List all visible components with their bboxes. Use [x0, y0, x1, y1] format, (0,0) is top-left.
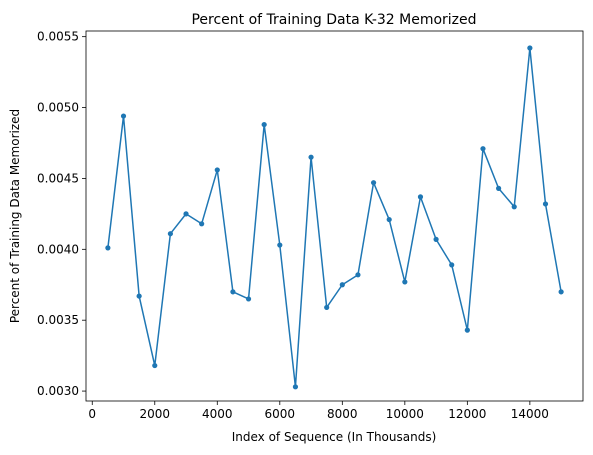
x-tick-label: 4000: [202, 407, 233, 421]
data-point: [167, 231, 173, 237]
data-point: [152, 362, 158, 369]
y-tick-label: 0.0050: [37, 101, 79, 115]
data-point: [402, 279, 408, 285]
data-point: [370, 180, 377, 186]
data-point: [433, 236, 439, 242]
data-point: [245, 296, 252, 302]
x-axis-ticks: 0 2000 4000 6000 8000 10000 12000 14000: [88, 401, 549, 421]
data-point: [308, 154, 314, 160]
data-point: [261, 121, 267, 128]
data-point: [464, 327, 470, 333]
x-tick-label: 2000: [139, 407, 170, 421]
data-point: [183, 211, 189, 217]
x-tick-label: 12000: [448, 407, 486, 421]
series-line: [107, 47, 562, 388]
chart-title: Percent of Training Data K-32 Memorized: [191, 12, 476, 28]
y-axis-label: Percent of Training Data Memorized: [8, 109, 22, 323]
data-point: [292, 384, 299, 390]
data-point: [542, 201, 549, 207]
data-point: [120, 113, 127, 119]
data-point: [277, 242, 283, 248]
y-tick-label: 0.0040: [37, 242, 79, 256]
data-point: [449, 262, 455, 268]
data-point: [527, 45, 533, 51]
data-point: [214, 167, 220, 173]
data-point: [511, 204, 517, 210]
data-point: [558, 289, 564, 295]
data-point: [230, 289, 236, 295]
series-layer: [105, 45, 564, 390]
data-point: [480, 146, 486, 152]
x-tick-label: 6000: [265, 407, 296, 421]
x-tick-label: 10000: [386, 407, 424, 421]
x-tick-label: 0: [88, 407, 96, 421]
data-point: [339, 282, 345, 288]
x-tick-label: 8000: [327, 407, 358, 421]
data-point: [136, 293, 142, 299]
plot-frame: [85, 30, 584, 402]
y-tick-label: 0.0030: [37, 384, 79, 398]
data-point: [199, 221, 205, 227]
x-axis-label: Index of Sequence (In Thousands): [232, 430, 437, 444]
y-tick-label: 0.0045: [37, 171, 79, 185]
data-point: [324, 304, 330, 311]
x-tick-label: 14000: [511, 407, 549, 421]
data-point: [496, 185, 502, 191]
data-point: [417, 194, 424, 200]
y-tick-label: 0.0055: [37, 30, 79, 44]
y-tick-label: 0.0035: [37, 313, 79, 327]
data-point: [386, 216, 392, 223]
y-axis-ticks: 0.0030 0.0035 0.0040 0.0045 0.0050 0.0055: [37, 30, 86, 398]
data-point: [105, 245, 111, 251]
data-point: [355, 272, 361, 278]
